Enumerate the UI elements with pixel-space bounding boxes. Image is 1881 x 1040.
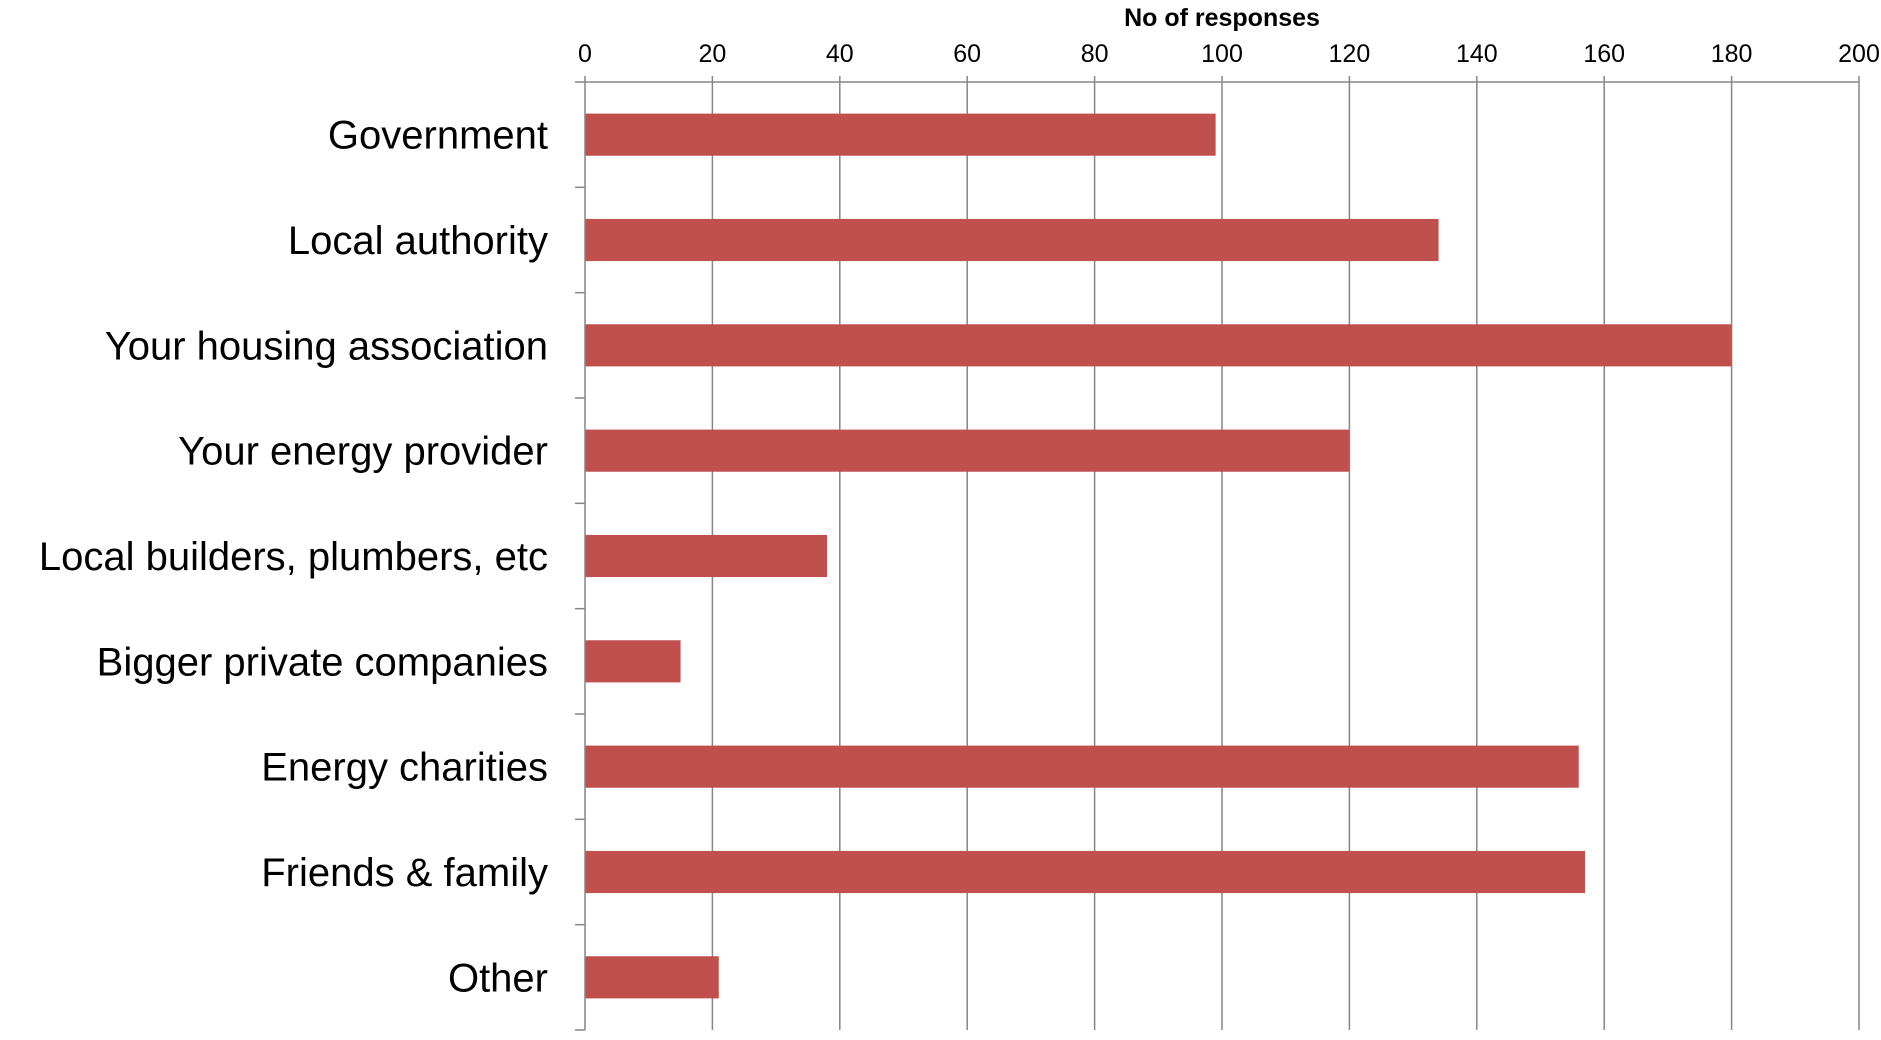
x-tick-label-160: 160: [1583, 40, 1625, 68]
bar-energy-charities: [585, 745, 1579, 788]
bar-local-authority: [585, 218, 1439, 262]
x-tick-label-120: 120: [1329, 40, 1371, 68]
bar-government: [585, 113, 1216, 156]
axes: [575, 76, 1860, 1031]
x-tick-label-60: 60: [953, 40, 981, 68]
category-label: Energy charities: [261, 746, 548, 790]
bar-local-builders-plumbers-etc: [585, 534, 828, 578]
x-axis-title: No of responses: [1124, 4, 1320, 32]
x-tick-label-20: 20: [698, 40, 726, 68]
bar-friends-family: [585, 850, 1586, 894]
x-tick-label-40: 40: [826, 40, 854, 68]
x-tick-label-80: 80: [1081, 40, 1109, 68]
category-labels: Government Local authority Your housing as…: [39, 114, 548, 1001]
category-label: Government: [328, 114, 548, 158]
category-label: Your housing association: [105, 324, 548, 368]
x-tick-label-100: 100: [1201, 40, 1243, 68]
category-label: Local authority: [288, 219, 548, 263]
x-tick-label-180: 180: [1711, 40, 1753, 68]
x-tick-label-0: 0: [578, 40, 592, 68]
x-tick-label-200: 200: [1838, 40, 1880, 68]
bar-your-housing-association: [585, 324, 1732, 367]
bar-bigger-private-companies: [585, 640, 681, 683]
bar-other: [585, 956, 719, 999]
x-tick-labels: 0 20 40 60 80 100 120 140 160 180 200: [578, 40, 1880, 68]
category-label: Friends & family: [261, 851, 548, 895]
bar-your-energy-provider: [585, 429, 1350, 472]
category-label: Other: [448, 956, 548, 1000]
category-label: Your energy provider: [178, 430, 548, 474]
category-label: Local builders, plumbers, etc: [39, 535, 548, 579]
x-tick-label-140: 140: [1456, 40, 1498, 68]
category-label: Bigger private companies: [97, 640, 548, 684]
bars: [585, 113, 1732, 999]
